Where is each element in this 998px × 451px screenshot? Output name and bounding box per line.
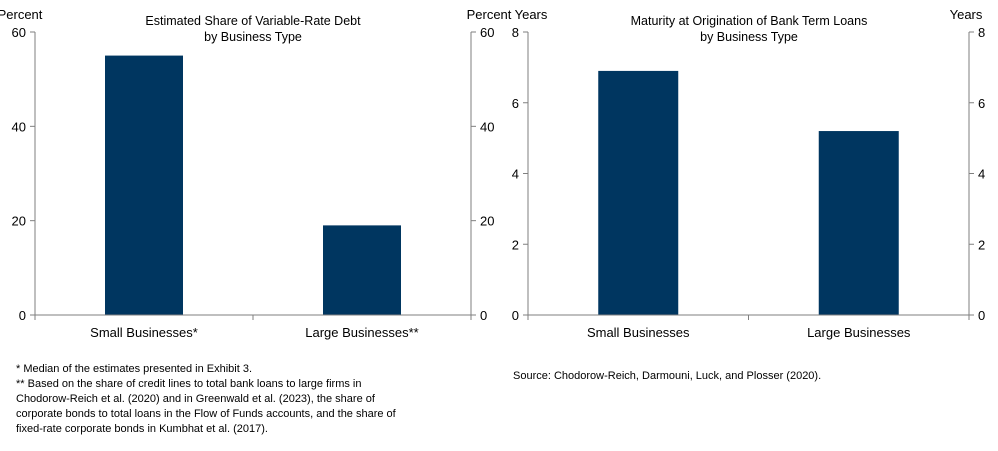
y-tick-label-left: 60 — [12, 25, 26, 40]
y-axis-unit-right: Years — [950, 7, 983, 22]
bar-2-1 — [598, 70, 679, 315]
y-tick-label-left: 2 — [512, 237, 519, 252]
y-tick-label-right: 6 — [978, 96, 985, 111]
footnote-line: * Median of the estimates presented in E… — [16, 363, 253, 375]
chart-title-line: Maturity at Origination of Bank Term Loa… — [631, 14, 868, 28]
chart-title-line: Estimated Share of Variable-Rate Debt — [145, 14, 361, 28]
x-category-label: Small Businesses — [587, 325, 690, 340]
y-tick-label-left: 20 — [12, 214, 26, 229]
y-axis-unit-left: Years — [515, 7, 548, 22]
bar-1-1 — [105, 55, 183, 315]
source-note: Source: Chodorow-Reich, Darmouni, Luck, … — [513, 370, 822, 382]
chart-title-line: by Business Type — [204, 30, 302, 44]
x-category-label: Large Businesses** — [305, 325, 418, 340]
y-tick-label-left: 0 — [512, 308, 519, 323]
footnotes: * Median of the estimates presented in E… — [16, 362, 396, 437]
x-category-label: Small Businesses* — [90, 325, 198, 340]
y-tick-label-left: 6 — [512, 96, 519, 111]
y-tick-label-right: 0 — [978, 308, 985, 323]
footnote-line: ** Based on the share of credit lines to… — [16, 378, 362, 390]
footnote-line: Chodorow-Reich et al. (2020) and in Gree… — [16, 393, 375, 405]
footnote-line: fixed-rate corporate bonds in Kumbhat et… — [16, 423, 268, 435]
y-tick-label-right: 2 — [978, 237, 985, 252]
bar-2-2 — [818, 131, 899, 315]
footnote-line: corporate bonds to total loans in the Fl… — [16, 408, 396, 420]
y-tick-label-left: 8 — [512, 25, 519, 40]
bar-1-2 — [323, 225, 401, 315]
y-tick-label-right: 60 — [480, 25, 494, 40]
x-category-label: Large Businesses — [807, 325, 911, 340]
y-tick-label-left: 40 — [12, 119, 26, 134]
y-tick-label-right: 40 — [480, 119, 494, 134]
y-tick-label-left: 4 — [512, 167, 519, 182]
y-axis-unit-left: Percent — [0, 7, 43, 22]
y-tick-label-right: 4 — [978, 167, 985, 182]
y-tick-label-right: 8 — [978, 25, 985, 40]
chart-title-line: by Business Type — [700, 30, 798, 44]
y-axis-unit-right: Percent — [467, 7, 512, 22]
y-tick-label-left: 0 — [19, 308, 26, 323]
y-tick-label-right: 20 — [480, 214, 494, 229]
y-tick-label-right: 0 — [480, 308, 487, 323]
